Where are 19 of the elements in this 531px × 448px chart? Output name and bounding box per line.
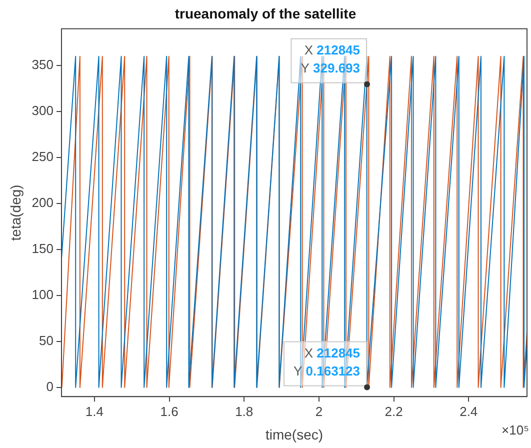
x-tick-label: 2.2 [384, 404, 403, 419]
y-axis-title: teta(deg) [7, 184, 24, 241]
x-tick-label: 2.4 [460, 404, 478, 419]
x-tick-label: 2 [315, 404, 323, 419]
y-tick-label: 150 [32, 241, 54, 256]
y-tick-label: 300 [32, 103, 54, 118]
y-tick-label: 100 [32, 287, 54, 302]
x-tick-label: 1.6 [160, 404, 178, 419]
x-axis-title: time(sec) [265, 426, 324, 442]
x-tick-label: 1.4 [85, 404, 104, 419]
chart-title: trueanomaly of the satellite [174, 5, 356, 22]
y-tick-label: 250 [32, 149, 54, 164]
annotation: X 212845 Y 329.693 [300, 42, 360, 76]
text: ×10⁵ [502, 422, 529, 438]
y-tick-label: 50 [39, 333, 54, 348]
x-tick-label: 1.8 [235, 404, 254, 419]
y-tick-label: 0 [46, 378, 54, 394]
y-tick-label: 350 [32, 57, 54, 72]
y-tick-label: 200 [32, 195, 54, 210]
